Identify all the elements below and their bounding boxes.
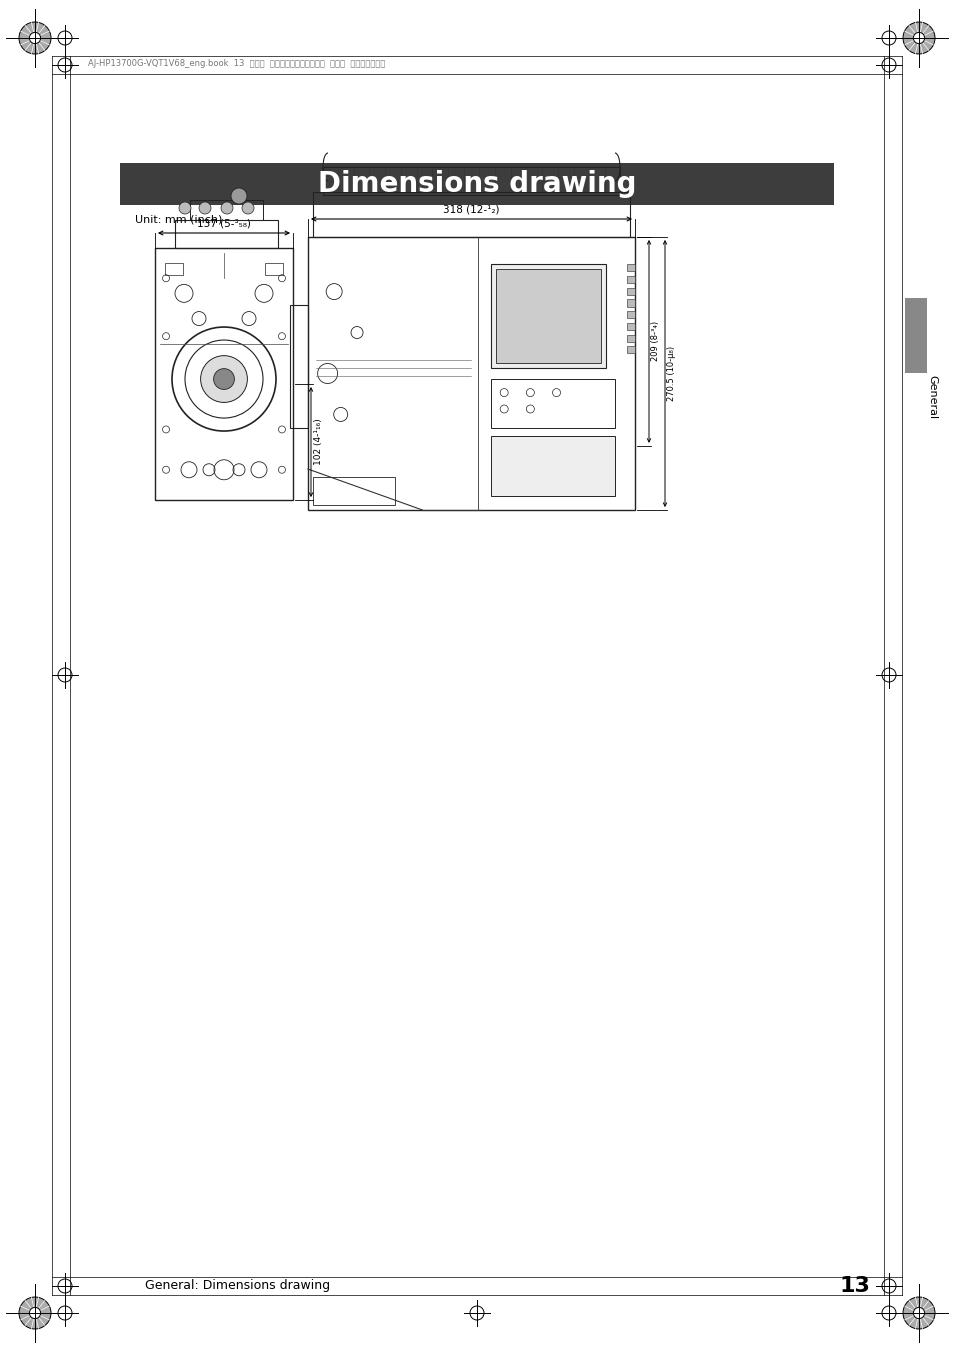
Bar <box>491 380 615 428</box>
Bar <box>323 168 619 195</box>
Bar <box>154 249 293 500</box>
Bar <box>491 436 615 496</box>
Bar <box>904 299 926 373</box>
Circle shape <box>30 1308 41 1319</box>
Circle shape <box>30 32 41 43</box>
Bar <box>265 263 283 276</box>
Circle shape <box>231 188 247 204</box>
Bar <box>491 265 605 367</box>
Text: 209 (8-³₄): 209 (8-³₄) <box>650 322 659 362</box>
Circle shape <box>213 369 234 389</box>
Bar <box>165 263 183 276</box>
Bar <box>626 276 635 284</box>
Bar <box>290 305 308 428</box>
Circle shape <box>912 32 923 43</box>
Bar <box>174 220 277 249</box>
Bar <box>626 335 635 342</box>
Bar <box>496 269 600 363</box>
Text: 137 (5-³₅₈): 137 (5-³₅₈) <box>197 218 251 228</box>
Text: Unit: mm (inch): Unit: mm (inch) <box>135 215 222 226</box>
Bar <box>190 200 263 220</box>
Circle shape <box>912 1308 923 1319</box>
Bar <box>626 323 635 330</box>
Bar <box>308 236 635 509</box>
Text: 102 (4-¹₁₆): 102 (4-¹₁₆) <box>314 419 323 465</box>
Bar <box>120 163 833 205</box>
Circle shape <box>242 203 253 213</box>
Text: 270.5 (10-µ₈): 270.5 (10-µ₈) <box>666 346 676 401</box>
Circle shape <box>19 22 51 54</box>
Bar <box>626 346 635 354</box>
Text: General: Dimensions drawing: General: Dimensions drawing <box>145 1279 330 1293</box>
Text: AJ-HP13700G-VQT1V68_eng.book  13  ページ  ２００８年１０月１５日  水曜日  午後６時３８分: AJ-HP13700G-VQT1V68_eng.book 13 ページ ２００８… <box>88 59 385 69</box>
Text: Dimensions drawing: Dimensions drawing <box>317 170 636 199</box>
Bar <box>626 265 635 272</box>
Circle shape <box>221 203 233 213</box>
Circle shape <box>19 1297 51 1329</box>
Circle shape <box>179 203 191 213</box>
Bar <box>626 300 635 307</box>
Circle shape <box>902 22 934 54</box>
Circle shape <box>200 355 247 403</box>
Bar <box>313 477 395 504</box>
Bar <box>313 192 629 236</box>
Circle shape <box>902 1297 934 1329</box>
Text: General: General <box>926 376 936 419</box>
Text: 318 (12-¹₂): 318 (12-¹₂) <box>443 204 499 213</box>
Bar <box>626 288 635 295</box>
Text: 13: 13 <box>839 1275 869 1296</box>
Bar <box>626 311 635 319</box>
Circle shape <box>199 203 211 213</box>
